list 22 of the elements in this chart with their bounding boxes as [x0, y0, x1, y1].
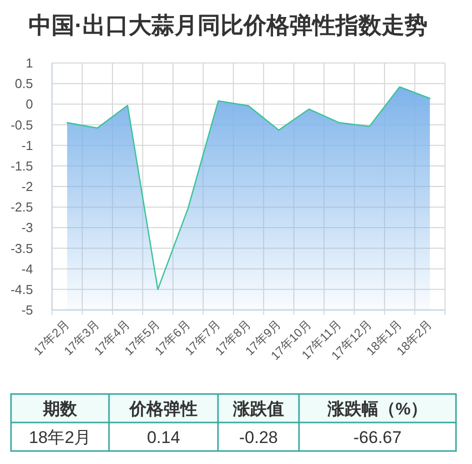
y-tick-label: -3.5 — [10, 240, 33, 256]
text: 价格弹性 — [128, 399, 198, 418]
y-tick-label: -2 — [21, 179, 33, 194]
text: -66.67 — [353, 428, 402, 447]
y-tick-label: -1.5 — [10, 158, 33, 174]
y-tick-label: -1 — [21, 138, 33, 153]
text: 18年2月 — [28, 428, 92, 447]
text: 0.14 — [146, 428, 180, 447]
chart-title: 中国·出口大蒜月同比价格弹性指数走势 — [28, 12, 428, 38]
text: 期数 — [42, 399, 78, 418]
text: -0.28 — [239, 428, 278, 447]
y-tick-label: -4 — [21, 261, 33, 276]
y-tick-label: -4.5 — [10, 282, 33, 297]
y-tick-label: 0 — [26, 96, 33, 112]
text: 涨跌值 — [232, 399, 284, 418]
y-tick-label: -0.5 — [10, 117, 33, 132]
text: 涨跌幅（%） — [326, 399, 428, 418]
y-tick-label: 1 — [26, 56, 33, 70]
y-tick-label: -2.5 — [10, 200, 33, 215]
y-tick-label: 0.5 — [14, 76, 33, 92]
y-tick-label: -3 — [21, 220, 33, 236]
y-tick-label: -5 — [21, 302, 33, 318]
